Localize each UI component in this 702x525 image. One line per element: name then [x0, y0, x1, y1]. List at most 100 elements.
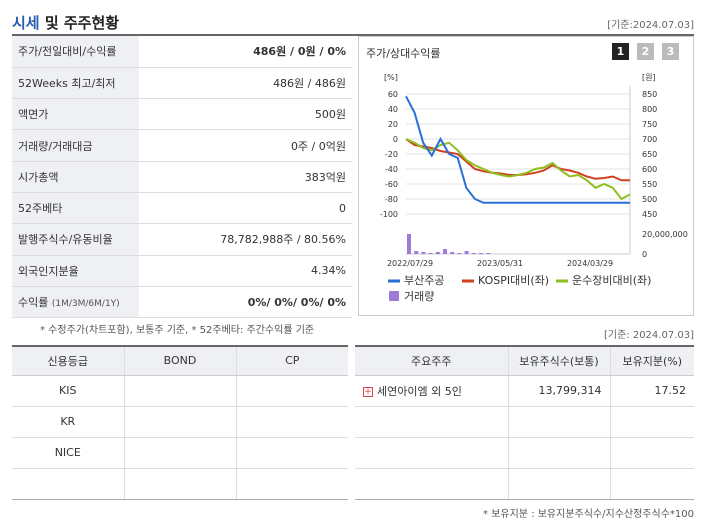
credit-cell	[235, 468, 348, 500]
x-tick-label: 2024/03/29	[567, 259, 613, 268]
info-label: 시가총액	[12, 161, 139, 193]
info-label: 주가/전일대비/수익률	[12, 36, 139, 68]
right-tick-label: 850	[642, 90, 657, 99]
header-divider	[12, 34, 694, 36]
holders-cell: + 세연아이엠 외 5인	[355, 375, 508, 407]
info-row: 거래량/거래대금 0주 / 0억원	[12, 129, 352, 162]
info-value: 78,782,988주 / 80.56%	[139, 223, 352, 256]
holders-cell	[507, 406, 610, 438]
info-value: 500원	[139, 98, 352, 131]
volume-tick-top: 20,000,000	[642, 230, 688, 239]
credit-cell	[123, 468, 236, 500]
holders-cell	[355, 468, 508, 500]
info-row: 수익률 (1M/3M/6M/1Y) 0%/ 0%/ 0%/ 0%	[12, 286, 352, 319]
price-note: * 수정주가(차트포함), 보통주 기준, * 52주베타: 주간수익률 기준	[40, 325, 315, 336]
volume-tick-bottom: 0	[642, 250, 647, 259]
legend-label-volume: 거래량	[404, 290, 434, 303]
info-row: 주가/전일대비/수익률 486원 / 0원 / 0%	[12, 36, 352, 68]
table-row	[355, 468, 694, 500]
legend-label: 부산주공	[404, 274, 444, 287]
left-tick-label: -80	[385, 195, 398, 204]
volume-bar	[435, 252, 440, 254]
holders-cell	[355, 437, 508, 469]
x-tick-label: 2023/05/31	[477, 259, 523, 268]
right-tick-label: 600	[642, 165, 657, 174]
credit-cell	[123, 437, 236, 469]
credit-cell	[235, 375, 348, 407]
credit-cell	[12, 468, 124, 500]
base-date: [기준:2024.07.03]	[607, 20, 694, 31]
volume-bar	[464, 251, 469, 254]
major-shareholders-table: 주요주주 보유주식수(보통) 보유지분(%) + 세연아이엠 외 5인 13,799,3…	[355, 345, 694, 500]
credit-cell	[235, 437, 348, 469]
holders-cell	[609, 437, 694, 469]
credit-rating-table: 신용등급 BOND CP KIS KR NICE	[12, 345, 348, 500]
left-tick-label: -100	[380, 210, 398, 219]
chart-page-2-button[interactable]: 2	[637, 43, 654, 60]
credit-header-0: 신용등급	[12, 345, 124, 376]
legend-label: 운수장비대비(좌)	[572, 274, 651, 287]
legend-swatch-volume	[389, 291, 399, 301]
left-tick-label: -20	[385, 150, 398, 159]
table-row: + 세연아이엠 외 5인 13,799,314 17.52	[355, 375, 694, 407]
legend-label: KOSPI대비(좌)	[478, 274, 549, 287]
holders-cell	[507, 468, 610, 500]
left-tick-label: 60	[388, 90, 398, 99]
info-value: 383억원	[139, 161, 352, 193]
right-tick-label: 450	[642, 210, 657, 219]
holders-cell	[609, 406, 694, 438]
info-label: 발행주식수/유동비율	[12, 223, 139, 256]
info-value: 486원 / 0원 / 0%	[139, 36, 352, 68]
series-line-0	[405, 95, 630, 204]
right-tick-label: 650	[642, 150, 657, 159]
info-value: 0%/ 0%/ 0%/ 0%	[139, 286, 352, 319]
right-tick-label: 750	[642, 120, 657, 129]
info-label: 52주베타	[12, 192, 139, 225]
holding-note: * 보유지분 : 보유지분주식수/지수산정주식수*100	[483, 509, 694, 520]
volume-bar	[457, 253, 462, 254]
volume-bar	[428, 253, 433, 254]
table-row	[12, 468, 348, 500]
chart-title: 주가/상대수익률	[366, 47, 441, 60]
left-tick-label: -60	[385, 180, 398, 189]
volume-bar	[407, 234, 411, 254]
expand-icon[interactable]: +	[363, 386, 373, 397]
base-date-2: [기준: 2024.07.03]	[603, 330, 694, 341]
left-tick-label: 40	[388, 105, 398, 114]
credit-header-2: CP	[235, 345, 348, 376]
credit-cell: KIS	[12, 375, 124, 407]
right-tick-label: 500	[642, 195, 657, 204]
info-row: 52Weeks 최고/최저 486원 / 486원	[12, 67, 352, 100]
holders-cell: 13,799,314	[507, 375, 610, 407]
table-row: KIS	[12, 375, 348, 407]
volume-bar	[421, 252, 426, 254]
relative-return-chart: [%] [원] 60 40 20 0 -20 -40 -60 -80 -100 850 800 750 70…	[380, 73, 688, 303]
section-title: 시세 및 주주현황	[12, 14, 120, 32]
volume-bar	[443, 249, 447, 254]
volume-bar	[471, 253, 476, 254]
left-tick-label: -40	[385, 165, 398, 174]
x-tick-label: 2022/07/29	[387, 259, 433, 268]
info-value: 486원 / 486원	[139, 67, 352, 100]
table-row: NICE	[12, 437, 348, 469]
chart-page-3-button[interactable]: 3	[662, 43, 679, 60]
table-row: KR	[12, 406, 348, 438]
right-tick-label: 550	[642, 180, 657, 189]
holders-header-2: 보유지분(%)	[609, 345, 694, 376]
info-row: 시가총액 383억원	[12, 161, 352, 193]
info-row: 외국인지분율 4.34%	[12, 255, 352, 287]
price-info-table: 주가/전일대비/수익률 486원 / 0원 / 0% 52Weeks 최고/최저 48…	[12, 36, 352, 319]
left-tick-label: 0	[393, 135, 398, 144]
info-row: 액면가 500원	[12, 98, 352, 131]
volume-bar	[486, 253, 491, 254]
chart-page-1-button[interactable]: 1	[612, 43, 629, 60]
holders-cell	[355, 406, 508, 438]
credit-cell: NICE	[12, 437, 124, 469]
chart-panel	[358, 36, 694, 316]
holders-header-0: 주요주주	[355, 345, 508, 376]
left-tick-label: 20	[388, 120, 398, 129]
table-row	[355, 437, 694, 469]
credit-cell	[123, 406, 236, 438]
holders-cell	[609, 468, 694, 500]
volume-bar	[479, 253, 483, 254]
